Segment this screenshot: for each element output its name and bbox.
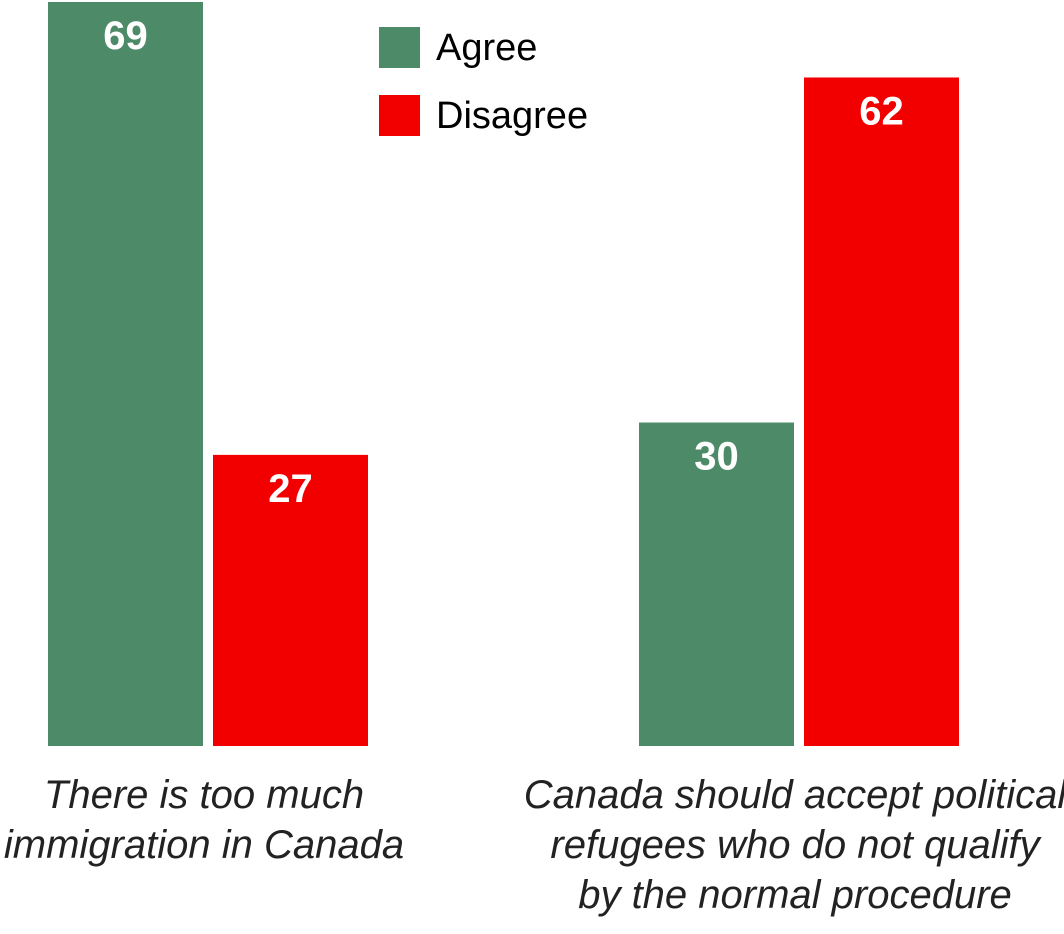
bar-disagree-1 — [213, 454, 368, 746]
bar-disagree-2 — [804, 77, 959, 746]
bar-agree-2 — [639, 422, 794, 746]
bar-agree-1 — [48, 2, 203, 746]
legend-swatch-agree — [379, 27, 420, 68]
legend: Agree Disagree — [379, 27, 588, 137]
bar-value-label-agree-2: 30 — [694, 435, 739, 479]
legend-swatch-disagree — [379, 95, 420, 136]
bar-labels-group: 69 27 30 62 — [103, 14, 904, 511]
category-label-2-line-3: by the normal procedure — [578, 873, 1012, 917]
bars-group — [48, 2, 959, 746]
category-label-2-line-1: Canada should accept political — [524, 773, 1064, 817]
category-labels: There is too much immigration in Canada Ca… — [4, 773, 1064, 917]
category-label-1-line-1: There is too much — [44, 773, 364, 817]
bar-value-label-disagree-2: 62 — [859, 89, 904, 133]
category-label-2-line-2: refugees who do not qualify — [550, 823, 1042, 867]
category-label-1-line-2: immigration in Canada — [4, 823, 404, 867]
legend-label-disagree: Disagree — [436, 95, 588, 137]
bar-value-label-disagree-1: 27 — [268, 467, 313, 511]
bar-value-label-agree-1: 69 — [103, 14, 148, 58]
legend-label-agree: Agree — [436, 27, 537, 69]
